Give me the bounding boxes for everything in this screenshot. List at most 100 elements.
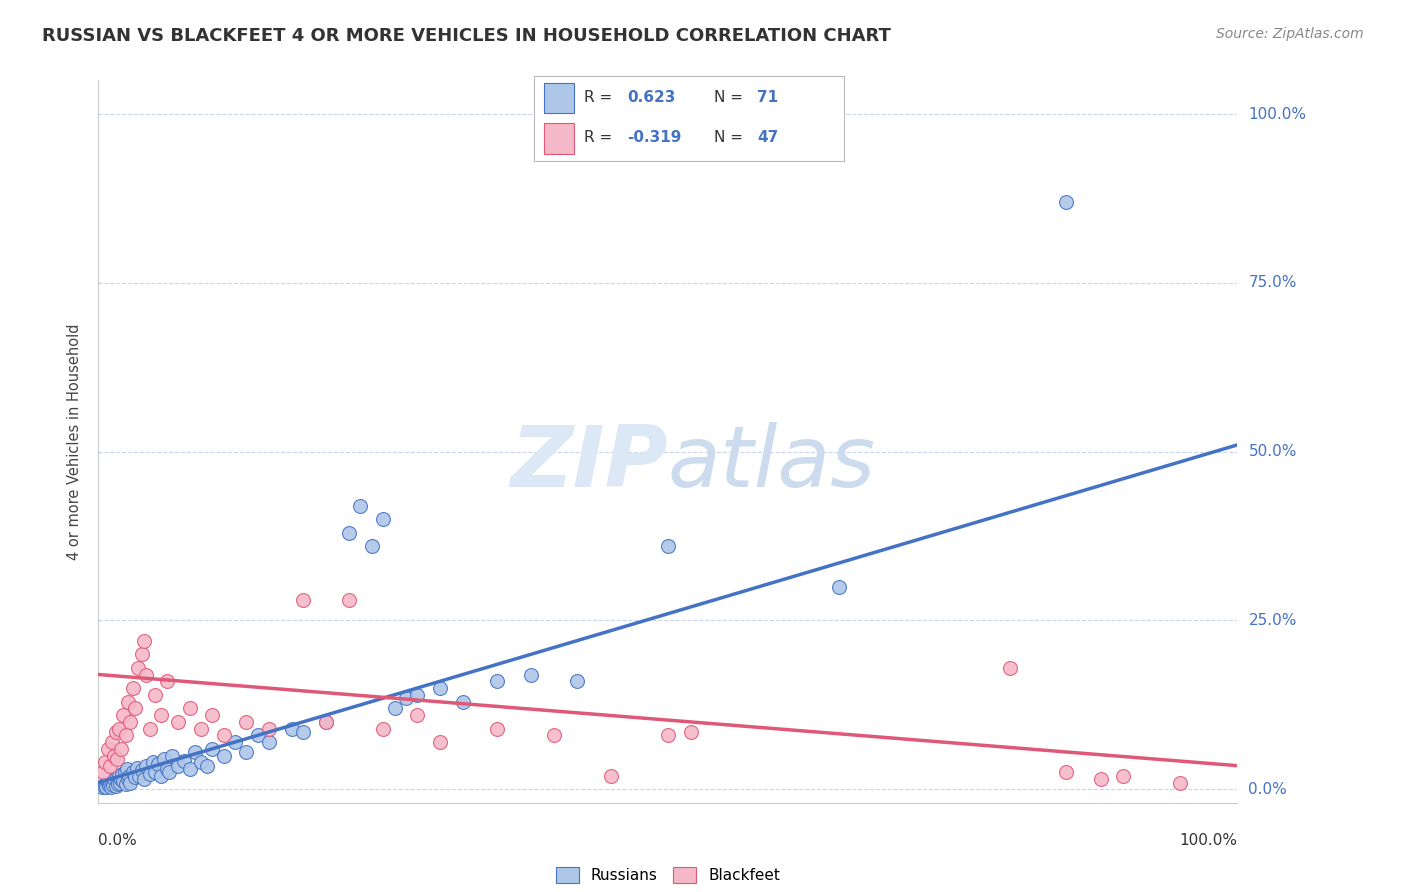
Point xyxy=(108,722,131,736)
Point xyxy=(104,779,127,793)
Point xyxy=(371,512,394,526)
Text: 100.0%: 100.0% xyxy=(1180,833,1237,848)
Point xyxy=(124,770,146,784)
Text: Source: ZipAtlas.com: Source: ZipAtlas.com xyxy=(1216,27,1364,41)
Text: -0.319: -0.319 xyxy=(627,130,682,145)
Point xyxy=(94,756,117,770)
Point xyxy=(146,756,169,771)
Point xyxy=(190,722,212,736)
Point xyxy=(131,647,153,661)
Point xyxy=(131,764,153,778)
Point xyxy=(246,728,269,742)
Point xyxy=(98,758,121,772)
Point xyxy=(337,593,360,607)
Point xyxy=(142,756,165,770)
Point xyxy=(429,681,451,695)
Point xyxy=(179,701,201,715)
Point xyxy=(281,722,304,736)
Point xyxy=(138,722,160,736)
Text: 75.0%: 75.0% xyxy=(1249,276,1296,291)
Point xyxy=(118,769,141,783)
Point xyxy=(451,694,474,708)
Point xyxy=(543,728,565,742)
Point xyxy=(395,691,418,706)
Point xyxy=(195,758,218,772)
Point xyxy=(96,780,118,794)
Point xyxy=(120,775,142,789)
Y-axis label: 4 or more Vehicles in Household: 4 or more Vehicles in Household xyxy=(67,323,83,560)
Point xyxy=(1090,772,1112,787)
Point xyxy=(201,741,224,756)
Point xyxy=(657,728,679,742)
Point xyxy=(167,758,190,772)
Point xyxy=(235,745,257,759)
Point xyxy=(520,667,543,681)
Point xyxy=(150,769,173,783)
Point xyxy=(998,661,1021,675)
Point xyxy=(349,499,371,513)
Point xyxy=(135,758,157,772)
Point xyxy=(145,688,167,702)
Point xyxy=(1170,775,1192,789)
Point xyxy=(157,765,180,780)
Point xyxy=(259,722,281,736)
Legend: Russians, Blackfeet: Russians, Blackfeet xyxy=(550,861,786,889)
Point xyxy=(124,701,146,715)
Point xyxy=(679,725,702,739)
Point xyxy=(101,774,124,789)
Text: 25.0%: 25.0% xyxy=(1249,613,1296,628)
Point xyxy=(162,748,184,763)
Point xyxy=(100,780,122,794)
Point xyxy=(371,722,394,736)
Point xyxy=(486,674,509,689)
Point xyxy=(132,633,155,648)
Point xyxy=(292,593,315,607)
Point xyxy=(114,777,136,791)
Point xyxy=(135,667,157,681)
Point xyxy=(292,725,315,739)
Point xyxy=(657,539,679,553)
Point xyxy=(108,775,131,789)
Point xyxy=(315,714,337,729)
Text: R =: R = xyxy=(583,90,612,105)
Point xyxy=(127,761,149,775)
Text: 47: 47 xyxy=(756,130,779,145)
Text: R =: R = xyxy=(583,130,612,145)
Point xyxy=(110,741,132,756)
Bar xyxy=(544,83,575,113)
Text: atlas: atlas xyxy=(668,422,876,505)
Point xyxy=(1056,194,1078,209)
Point xyxy=(179,762,201,776)
Point xyxy=(406,708,429,723)
Point xyxy=(90,780,112,795)
Text: 0.0%: 0.0% xyxy=(98,833,138,848)
Point xyxy=(115,762,138,776)
Text: N =: N = xyxy=(714,90,742,105)
Text: 50.0%: 50.0% xyxy=(1249,444,1296,459)
Point xyxy=(429,735,451,749)
Point xyxy=(121,681,143,695)
Point xyxy=(565,674,588,689)
Point xyxy=(114,728,136,742)
Point xyxy=(112,774,135,789)
Point xyxy=(114,765,136,780)
Text: ZIP: ZIP xyxy=(510,422,668,505)
Point xyxy=(97,778,120,792)
Point xyxy=(91,765,114,780)
Bar xyxy=(544,123,575,153)
Point xyxy=(96,741,118,756)
Point xyxy=(103,772,125,787)
Point xyxy=(98,776,121,790)
Point xyxy=(153,752,176,766)
Point xyxy=(201,708,224,723)
Point xyxy=(212,748,235,763)
Point xyxy=(121,765,143,780)
Point xyxy=(156,762,179,776)
Point xyxy=(1112,769,1135,783)
Point xyxy=(150,708,173,723)
Point xyxy=(406,688,429,702)
Point xyxy=(127,661,149,675)
Point xyxy=(600,769,623,783)
Point xyxy=(190,756,212,770)
Point xyxy=(337,525,360,540)
